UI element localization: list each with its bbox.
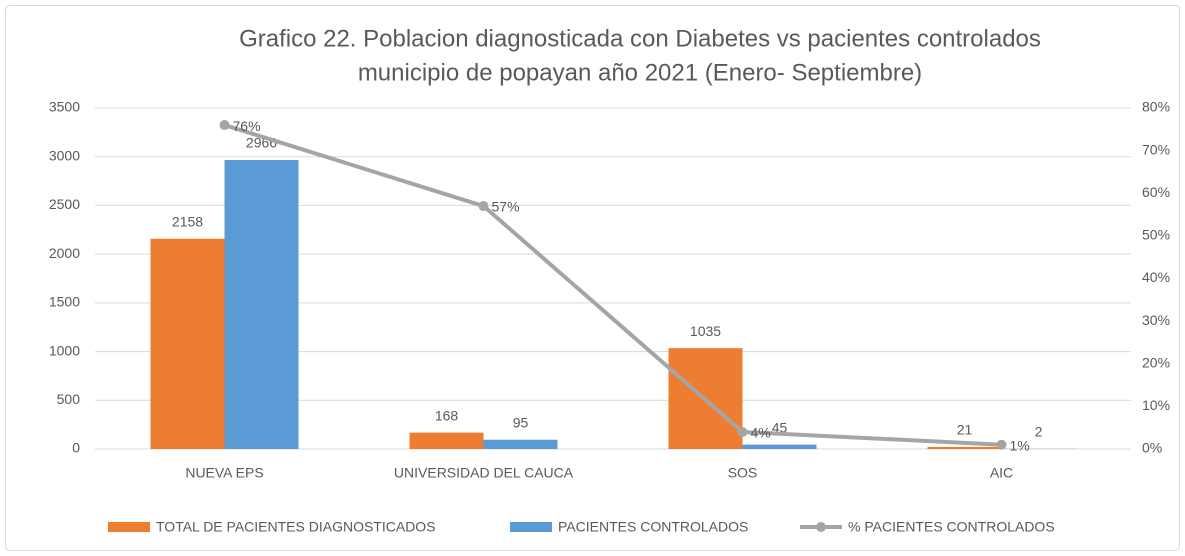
data-label: 95 [513,414,529,430]
y2-tick-label: 80% [1142,99,1170,115]
y2-tick-label: 60% [1142,184,1170,200]
y2-tick-label: 40% [1142,269,1170,285]
data-label: 76% [233,118,261,134]
x-tick-label: NUEVA EPS [185,465,263,481]
y2-tick-label: 20% [1142,354,1170,370]
x-tick-label: SOS [728,465,758,481]
legend-swatch [816,522,826,532]
chart-title: municipio de popayan año 2021 (Enero- Se… [358,59,922,86]
y-tick-label: 0 [72,440,80,456]
bar [150,238,225,449]
legend-swatch [108,522,150,532]
line-marker [219,120,230,131]
data-label: 1% [1010,437,1030,453]
bar [927,446,1002,449]
data-label: 21 [957,422,973,438]
bar [224,160,299,449]
data-label: 2 [1035,424,1043,440]
y2-tick-label: 0% [1142,440,1162,456]
bar [483,439,558,449]
y2-tick-label: 10% [1142,397,1170,413]
y-tick-label: 3000 [49,147,80,163]
line-marker [996,439,1007,450]
legend-label: PACIENTES CONTROLADOS [558,519,748,535]
y-tick-label: 2500 [49,196,80,212]
y-tick-label: 3500 [49,99,80,115]
bar [742,444,817,449]
bar [409,432,484,449]
data-label: 45 [772,419,788,435]
line-marker [478,201,489,212]
x-tick-label: AIC [990,465,1013,481]
y2-tick-label: 30% [1142,312,1170,328]
y-tick-label: 1500 [49,294,80,310]
data-label: 1035 [690,323,721,339]
chart-title: Grafico 22. Poblacion diagnosticada con … [239,25,1041,52]
y2-tick-label: 70% [1142,141,1170,157]
legend-label: TOTAL DE PACIENTES DIAGNOSTICADOS [156,519,436,535]
x-tick-label: UNIVERSIDAD DEL CAUCA [394,465,574,481]
line [223,123,1002,447]
y-tick-label: 2000 [49,245,80,261]
legend-swatch [510,522,552,532]
y-tick-label: 500 [57,391,81,407]
line-marker [737,426,748,437]
chart-frame [5,5,1180,551]
y2-tick-label: 50% [1142,227,1170,243]
legend-label: % PACIENTES CONTROLADOS [848,519,1055,535]
data-label: 4% [751,425,771,441]
data-label: 168 [435,407,459,423]
data-label: 57% [492,199,520,215]
y-tick-label: 1000 [49,342,80,358]
data-label: 2158 [172,213,203,229]
